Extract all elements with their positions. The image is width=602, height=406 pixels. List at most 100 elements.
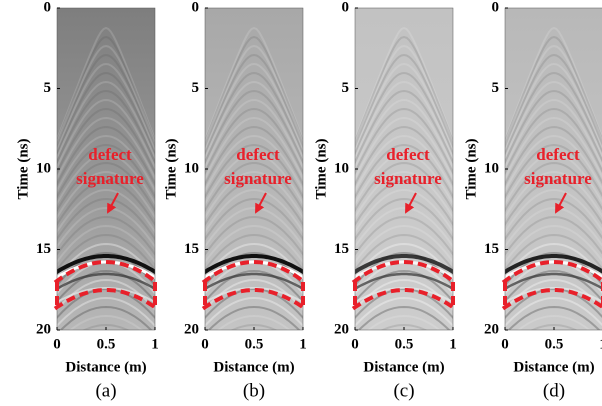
reflection (505, 224, 602, 264)
caption: (d) (543, 380, 565, 401)
reflection (205, 197, 303, 241)
y-tick-label: 5 (492, 80, 500, 96)
reflection (355, 125, 453, 187)
x-tick-label: 0 (201, 336, 209, 352)
annotation: defect (236, 145, 280, 164)
reflection (355, 143, 453, 200)
reflection (205, 26, 303, 143)
reflection (205, 161, 303, 213)
reflection (355, 134, 453, 193)
reflection (216, 314, 292, 330)
y-tick-label: 0 (44, 0, 52, 15)
reflection (505, 62, 602, 153)
reflection (357, 305, 451, 330)
reflection (205, 188, 303, 234)
reflection (355, 116, 453, 181)
y-tick-label: 0 (492, 0, 500, 15)
y-tick-label: 15 (184, 241, 199, 257)
y-axis-label: Time (ns) (15, 139, 31, 200)
radargram (57, 8, 155, 330)
reflection (205, 107, 303, 175)
reflection (505, 134, 602, 193)
reflection (57, 224, 155, 264)
annotation-arrow (255, 192, 267, 214)
reflection (57, 152, 155, 206)
annotation: signature (374, 169, 442, 188)
reflection (505, 116, 602, 181)
y-tick-label: 20 (484, 321, 499, 337)
reflection (57, 296, 155, 328)
reflection (355, 89, 453, 165)
reflection (205, 143, 303, 200)
reflection (57, 197, 155, 241)
reflection (205, 62, 303, 153)
reflection (205, 170, 303, 220)
reflection (505, 152, 602, 206)
annotation: signature (524, 169, 592, 188)
x-axis-label: Distance (m) (213, 359, 294, 375)
reflection (57, 215, 155, 256)
reflection (505, 188, 602, 234)
annotation: defect (536, 145, 580, 164)
reflection (205, 206, 303, 249)
reflection (57, 134, 155, 193)
reflection (205, 152, 303, 206)
x-axis-label: Distance (m) (513, 359, 594, 375)
y-axis-label: Time (ns) (163, 139, 179, 200)
reflection (82, 323, 130, 330)
y-tick-label: 0 (192, 0, 200, 15)
reflection-strong (355, 272, 453, 291)
reflection (207, 305, 301, 330)
reflection-strong (505, 272, 602, 291)
reflection-strong (57, 272, 155, 291)
caption: (b) (243, 380, 265, 401)
y-tick-label: 5 (44, 80, 52, 96)
y-axis-label: Time (ns) (313, 139, 329, 200)
x-tick-label: 0.5 (97, 336, 116, 352)
reflection (505, 80, 602, 161)
reflection (505, 206, 602, 249)
reflection (505, 98, 602, 170)
x-axis-label: Distance (m) (363, 359, 444, 375)
reflection (205, 44, 303, 147)
x-tick-label: 0.5 (245, 336, 264, 352)
reflection (505, 71, 602, 156)
reflection (505, 107, 602, 175)
defect-region (53, 259, 159, 285)
defect-region (53, 288, 159, 311)
reflection (505, 215, 602, 256)
y-tick-label: 20 (184, 321, 199, 337)
radargram (205, 8, 303, 330)
reflection (355, 26, 453, 143)
reflection (57, 269, 155, 303)
annotation: defect (386, 145, 430, 164)
reflection (57, 188, 155, 234)
reflection (59, 305, 153, 330)
reflection (505, 161, 602, 213)
y-tick-label: 15 (36, 241, 51, 257)
y-tick-label: 20 (334, 321, 349, 337)
defect-region (201, 259, 307, 285)
annotation-arrow (555, 192, 567, 214)
reflection (205, 224, 303, 264)
y-tick-label: 10 (184, 160, 199, 176)
reflection (355, 233, 453, 272)
reflection (505, 242, 602, 280)
reflection (505, 35, 602, 145)
reflection (505, 53, 602, 149)
annotation-arrow (107, 192, 119, 214)
x-tick-label: 0.5 (395, 336, 414, 352)
reflection (57, 233, 155, 272)
y-tick-label: 10 (334, 160, 349, 176)
reflection (57, 143, 155, 200)
reflection (355, 80, 453, 161)
y-tick-label: 20 (36, 321, 51, 337)
caption: (c) (393, 380, 414, 401)
reflection (205, 53, 303, 149)
reflection (68, 314, 144, 330)
y-tick-label: 5 (342, 80, 350, 96)
reflection (205, 125, 303, 187)
